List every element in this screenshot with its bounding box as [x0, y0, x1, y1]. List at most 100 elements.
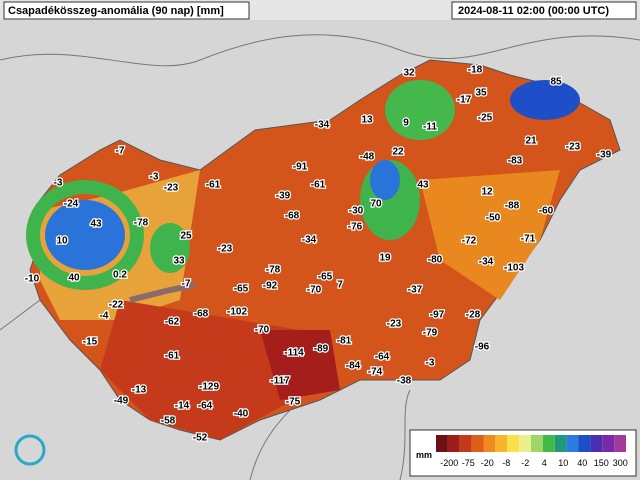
station-value: -34	[315, 120, 330, 131]
legend-tick-label: -8	[502, 458, 510, 468]
station-value: -49	[114, 396, 129, 407]
station-value: -84	[346, 361, 361, 372]
station-value: -15	[83, 337, 98, 348]
timestamp: 2024-08-11 02:00 (00:00 UTC)	[458, 5, 609, 17]
station-value: -79	[423, 328, 438, 339]
station-value: -74	[368, 367, 383, 378]
legend-tick-label: 4	[542, 458, 547, 468]
station-value: 9	[403, 118, 409, 129]
legend-tick-label: -200	[440, 458, 458, 468]
station-value: -30	[349, 206, 364, 217]
legend-swatch	[602, 435, 615, 452]
station-value: -61	[165, 351, 180, 362]
legend: -200 -75 -20 -8 -2 4 10 40 150 300	[436, 435, 628, 468]
station-value: -75	[286, 397, 301, 408]
station-value: 21	[525, 136, 537, 147]
station-value: -39	[597, 150, 612, 161]
station-value: -17	[457, 95, 472, 106]
station-value: 35	[475, 88, 487, 99]
station-value: -129	[199, 382, 219, 393]
legend-unit: mm	[416, 450, 432, 460]
station-value: -14	[175, 401, 190, 412]
title: Csapadékösszeg-anomália (90 nap) [mm]	[8, 5, 224, 17]
station-value: -61	[311, 180, 326, 191]
station-value: -23	[164, 183, 179, 194]
legend-swatch	[519, 435, 531, 452]
station-value: -114	[284, 348, 304, 359]
station-value: -23	[387, 319, 402, 330]
legend-swatch	[495, 435, 508, 452]
station-value: -34	[479, 257, 494, 268]
legend-swatch	[436, 435, 448, 452]
station-value: -65	[318, 272, 333, 283]
legend-tick-label: 150	[594, 458, 609, 468]
station-value: -64	[375, 352, 390, 363]
station-value: -37	[408, 285, 423, 296]
legend-tick-label: 40	[577, 458, 587, 468]
station-value: -64	[198, 401, 213, 412]
station-value: -61	[206, 180, 221, 191]
station-value: -22	[109, 300, 124, 311]
legend-swatch	[507, 435, 520, 452]
station-value: -25	[478, 113, 493, 124]
station-value: 0.2	[113, 270, 127, 281]
legend-tick-label: 300	[613, 458, 628, 468]
station-value: -60	[539, 206, 554, 217]
station-value: 13	[361, 115, 373, 126]
station-value: -18	[468, 65, 483, 76]
station-value: 33	[173, 256, 185, 267]
legend-swatch	[566, 435, 579, 452]
station-value: -10	[25, 274, 40, 285]
station-value: 32	[403, 68, 415, 79]
station-value: 70	[370, 199, 382, 210]
station-value: 7	[337, 280, 343, 291]
logo	[14, 434, 46, 466]
legend-swatch	[531, 435, 543, 452]
station-value: -13	[132, 385, 147, 396]
station-value: -11	[423, 122, 437, 133]
station-value: -24	[64, 199, 79, 210]
station-value: -88	[505, 201, 520, 212]
station-value: -70	[307, 285, 322, 296]
timestamp-box	[451, 1, 637, 20]
station-value: -62	[165, 317, 180, 328]
station-value: -3	[426, 358, 435, 369]
station-value: -3	[150, 172, 159, 183]
station-value: -58	[161, 416, 176, 427]
station-value: -34	[302, 235, 317, 246]
station-value: 43	[417, 180, 429, 191]
station-value: -78	[266, 265, 281, 276]
station-value: -72	[462, 236, 477, 247]
station-value: -117	[270, 376, 290, 387]
station-value: -7	[116, 146, 125, 157]
station-value: -92	[263, 281, 278, 292]
station-value: -52	[193, 433, 208, 444]
station-value: -68	[285, 211, 300, 222]
legend-tick-label: -20	[481, 458, 494, 468]
station-value: -68	[194, 309, 209, 320]
legend-swatch	[554, 435, 567, 452]
legend-swatch	[447, 435, 460, 452]
station-value: -50	[486, 213, 501, 224]
legend-swatch	[542, 435, 555, 452]
title-box	[3, 1, 250, 20]
station-value: -78	[134, 218, 149, 229]
station-value: -102	[227, 307, 247, 318]
station-value: -70	[255, 325, 270, 336]
legend-swatch	[459, 435, 472, 452]
station-value: 22	[392, 147, 404, 158]
station-value: 10	[56, 236, 68, 247]
legend-tick-label: -2	[521, 458, 529, 468]
station-value: -83	[508, 156, 523, 167]
station-value: -71	[521, 234, 536, 245]
station-value: -91	[293, 162, 308, 173]
country-field	[26, 59, 621, 441]
station-value: -3	[54, 178, 63, 189]
station-value: -28	[466, 310, 481, 321]
station-value: -103	[504, 263, 524, 274]
station-value: -39	[276, 191, 291, 202]
station-value: -4	[100, 311, 109, 322]
station-value: 12	[481, 187, 493, 198]
legend-swatch	[590, 435, 603, 452]
